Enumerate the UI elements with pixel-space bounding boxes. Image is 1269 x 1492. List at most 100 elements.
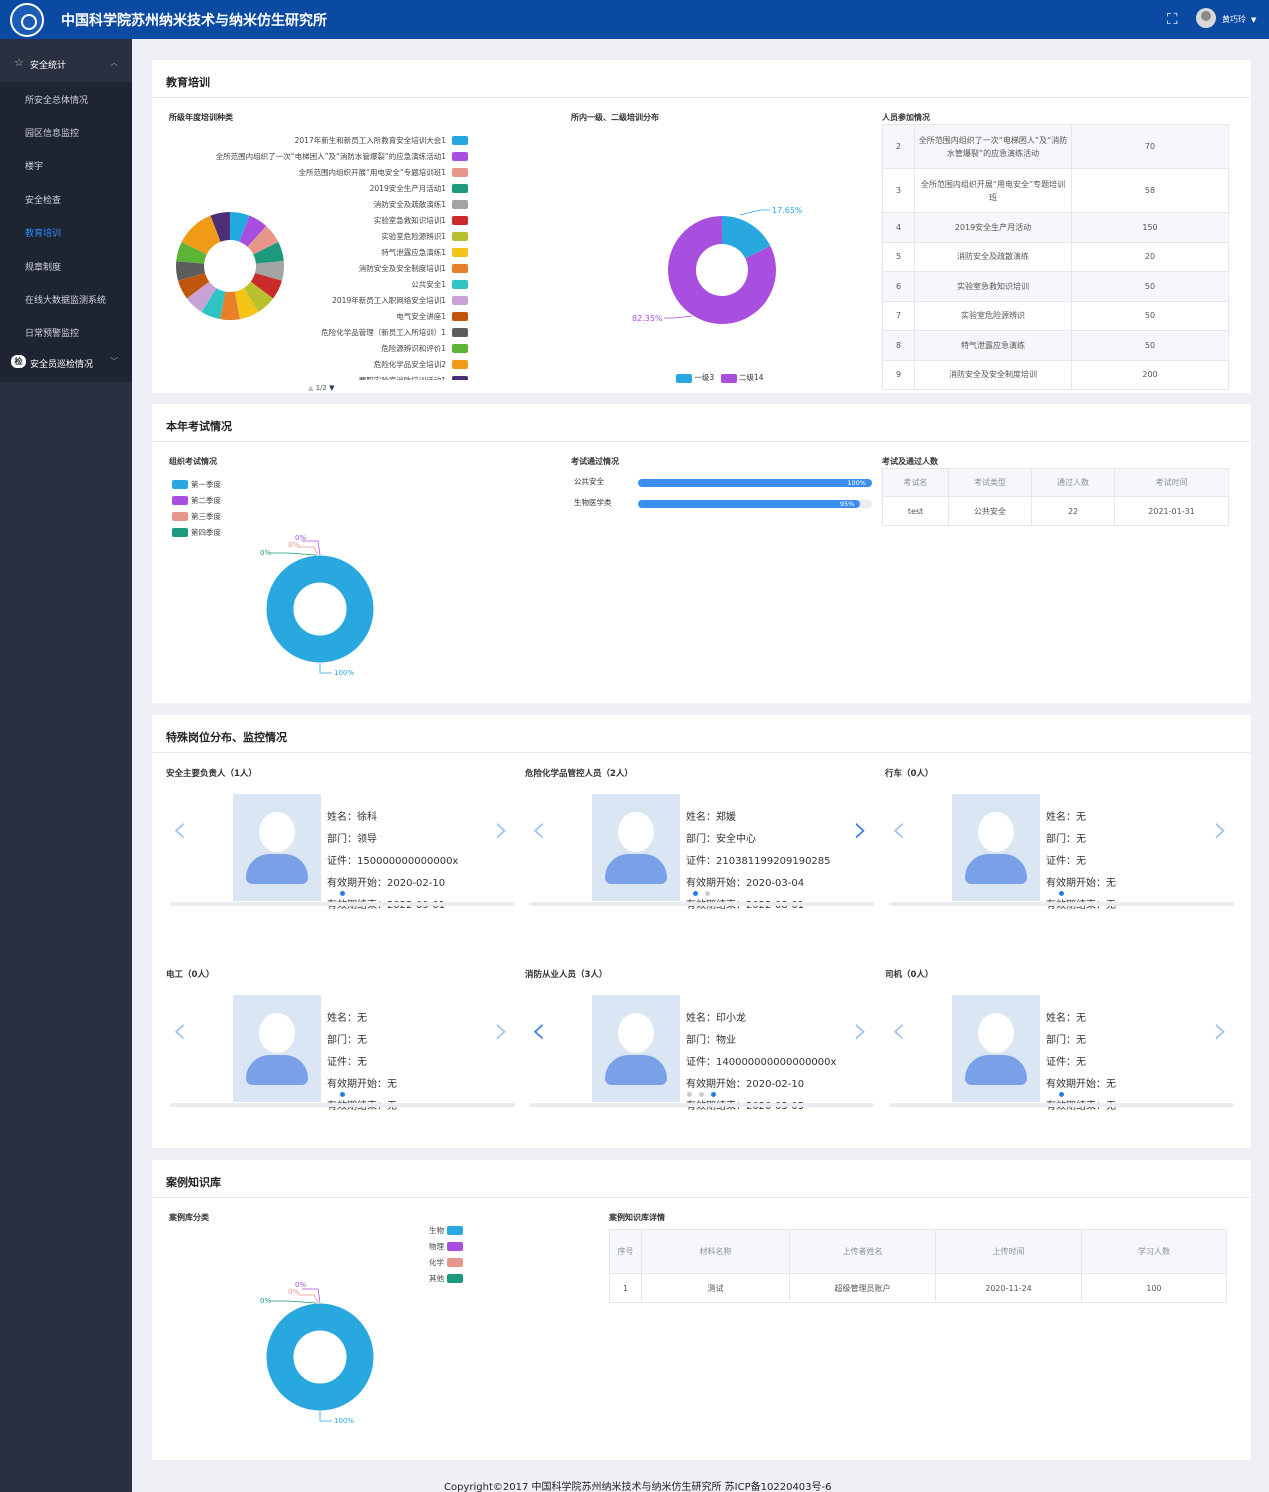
legend-item[interactable]: 危险化学品安全培训2 <box>182 359 468 369</box>
donut-slice[interactable] <box>230 212 250 242</box>
prev-arrow-icon[interactable]: ‹ <box>531 1008 547 1052</box>
carousel-dot[interactable] <box>340 1092 345 1097</box>
caret-down-icon[interactable]: ▼ <box>1251 16 1257 24</box>
donut-slice[interactable] <box>239 215 267 247</box>
legend-item[interactable]: 第二季度 <box>172 495 224 505</box>
legend-item[interactable]: 2017年新生和新员工入所教育安全培训大会1 <box>182 135 468 145</box>
org-name: 中国科学院苏州纳米技术与纳米仿生研究所 <box>61 13 327 29</box>
avatar[interactable] <box>1196 8 1216 28</box>
legend-item[interactable]: 实验室危险源辨识1 <box>182 231 468 241</box>
fullscreen-icon[interactable]: ⛶ <box>1167 10 1178 28</box>
next-arrow-icon[interactable]: › <box>853 1008 869 1052</box>
legend-item[interactable]: 全所范围内组织了一次“电梯困人”及“消防水管爆裂”的应急演练活动1 <box>182 151 468 161</box>
sidebar-item-park-monitor[interactable]: 园区信息监控 <box>0 117 132 147</box>
legend-item[interactable]: 2019安全生产月活动1 <box>182 183 468 193</box>
field-label: 部门： <box>327 834 357 845</box>
carousel-dot[interactable] <box>687 1092 692 1097</box>
legend-item[interactable]: 特气泄露应急演练1 <box>182 247 468 257</box>
legend-item[interactable]: 第三季度 <box>172 511 224 521</box>
table-cell: 全所范围内组织开展“用电安全”专题培训班 <box>914 168 1072 213</box>
donut-slice[interactable] <box>178 273 210 299</box>
carousel-scrollbar[interactable] <box>529 1103 874 1107</box>
column-header: 材料名称 <box>641 1229 790 1274</box>
carousel-scrollbar[interactable] <box>170 902 515 906</box>
carousel-dot[interactable] <box>699 1092 704 1097</box>
next-arrow-icon[interactable]: › <box>1213 807 1229 851</box>
prev-arrow-icon[interactable]: ‹ <box>172 1008 188 1052</box>
donut-slice[interactable] <box>668 216 776 324</box>
legend-item[interactable]: 要职实验室消防培训活动1 <box>182 375 468 380</box>
sidebar-item-bigdata[interactable]: 在线大数据监测系统 <box>0 284 132 314</box>
carousel-dot[interactable] <box>693 891 698 896</box>
legend-item[interactable]: 电气安全讲座1 <box>182 311 468 321</box>
donut-slice[interactable] <box>176 241 207 264</box>
sidebar-group-patrol[interactable]: 检 安全员巡检情况 ﹀ <box>0 350 132 374</box>
carousel-dot[interactable] <box>705 891 710 896</box>
carousel-dot[interactable] <box>1059 891 1064 896</box>
legend-item[interactable]: 第一季度 <box>172 479 224 489</box>
sidebar-group-safety-stats[interactable]: ☆ 安全统计 ︿ <box>0 44 132 82</box>
carousel-dot[interactable] <box>1059 1092 1064 1097</box>
table-cell: 9 <box>882 359 915 390</box>
donut-slice[interactable] <box>243 281 274 312</box>
sidebar-item-regulations[interactable]: 规章制度 <box>0 251 132 281</box>
table-row[interactable]: 1 测试 超级管理员账户 2020-11-24 100 <box>609 1273 1227 1303</box>
sidebar-item-buildings[interactable]: 楼宇 <box>0 150 132 180</box>
prev-arrow-icon[interactable]: ‹ <box>891 807 907 851</box>
field-value: 领导 <box>357 834 377 845</box>
legend-swatch <box>452 184 468 193</box>
field-value: 无 <box>1106 878 1116 889</box>
legend-item[interactable]: 实验室急救知识培训1 <box>182 215 468 225</box>
sidebar-item-training[interactable]: 教育培训 <box>0 217 132 247</box>
sidebar-item-warning[interactable]: 日常预警监控 <box>0 317 132 347</box>
legend-item[interactable]: 2019年新员工入职网络安全培训1 <box>182 295 468 305</box>
carousel-scrollbar[interactable] <box>889 902 1234 906</box>
legend-item[interactable]: 第四季度 <box>172 527 224 537</box>
legend-item[interactable]: 全所范围内组织开展“用电安全”专题培训班1 <box>182 167 468 177</box>
carousel-scrollbar[interactable] <box>170 1103 515 1107</box>
table-cell: 70 <box>1071 124 1229 169</box>
carousel-dot[interactable] <box>340 891 345 896</box>
next-arrow-icon[interactable]: › <box>494 1008 510 1052</box>
legend-swatch <box>452 344 468 353</box>
carousel-dot[interactable] <box>711 1092 716 1097</box>
legend-item[interactable]: 消防安全及疏散演练1 <box>182 199 468 209</box>
donut-slice[interactable] <box>201 288 226 320</box>
legend-item[interactable]: 公共安全1 <box>182 279 468 289</box>
donut-slice[interactable] <box>722 216 771 259</box>
donut-slice[interactable] <box>210 212 230 242</box>
field-value: 2020-03-04 <box>746 878 805 889</box>
legend-item[interactable]: 生物 <box>426 1225 463 1235</box>
sidebar-item-overview[interactable]: 所安全总体情况 <box>0 84 132 114</box>
legend-item[interactable]: 其他 <box>426 1273 463 1283</box>
donut-slice[interactable] <box>250 273 282 299</box>
donut-slice[interactable] <box>181 215 221 255</box>
legend-item[interactable]: 危险化学品管理（新员工入所培训）1 <box>182 327 468 337</box>
prev-arrow-icon[interactable]: ‹ <box>891 1008 907 1052</box>
next-arrow-icon[interactable]: › <box>1213 1008 1229 1052</box>
legend-item[interactable]: 化学 <box>426 1257 463 1267</box>
prev-arrow-icon[interactable]: ‹ <box>531 807 547 851</box>
donut-slice[interactable] <box>186 281 217 312</box>
legend-item[interactable]: 消防安全及安全制度培训1 <box>182 263 468 273</box>
sidebar-item-inspection[interactable]: 安全检查 <box>0 184 132 214</box>
donut-slice[interactable] <box>234 288 259 320</box>
next-arrow-icon[interactable]: › <box>853 807 869 851</box>
field-label: 部门： <box>327 1035 357 1046</box>
post-card: 安全主要负责人（1人） 姓名：徐科 部门：领导 证件：150000000000000x… <box>166 767 526 947</box>
carousel-scrollbar[interactable] <box>889 1103 1234 1107</box>
donut-slice[interactable] <box>255 261 284 281</box>
carousel-scrollbar[interactable] <box>529 902 874 906</box>
table-cell: 5 <box>882 241 915 272</box>
donut-slice[interactable] <box>176 261 205 281</box>
legend-item[interactable]: 危险源辨识和评价1 <box>182 343 468 353</box>
prev-arrow-icon[interactable]: ‹ <box>172 807 188 851</box>
user-name[interactable]: 黄巧玲 <box>1222 15 1246 24</box>
pager-down-icon[interactable]: ▼ <box>329 384 335 392</box>
pager-up-icon[interactable]: ▲ <box>308 384 314 392</box>
donut-slice[interactable] <box>220 291 240 320</box>
donut-slice[interactable] <box>253 241 284 264</box>
next-arrow-icon[interactable]: › <box>494 807 510 851</box>
donut-slice[interactable] <box>247 226 279 255</box>
legend-item[interactable]: 物理 <box>426 1241 463 1251</box>
